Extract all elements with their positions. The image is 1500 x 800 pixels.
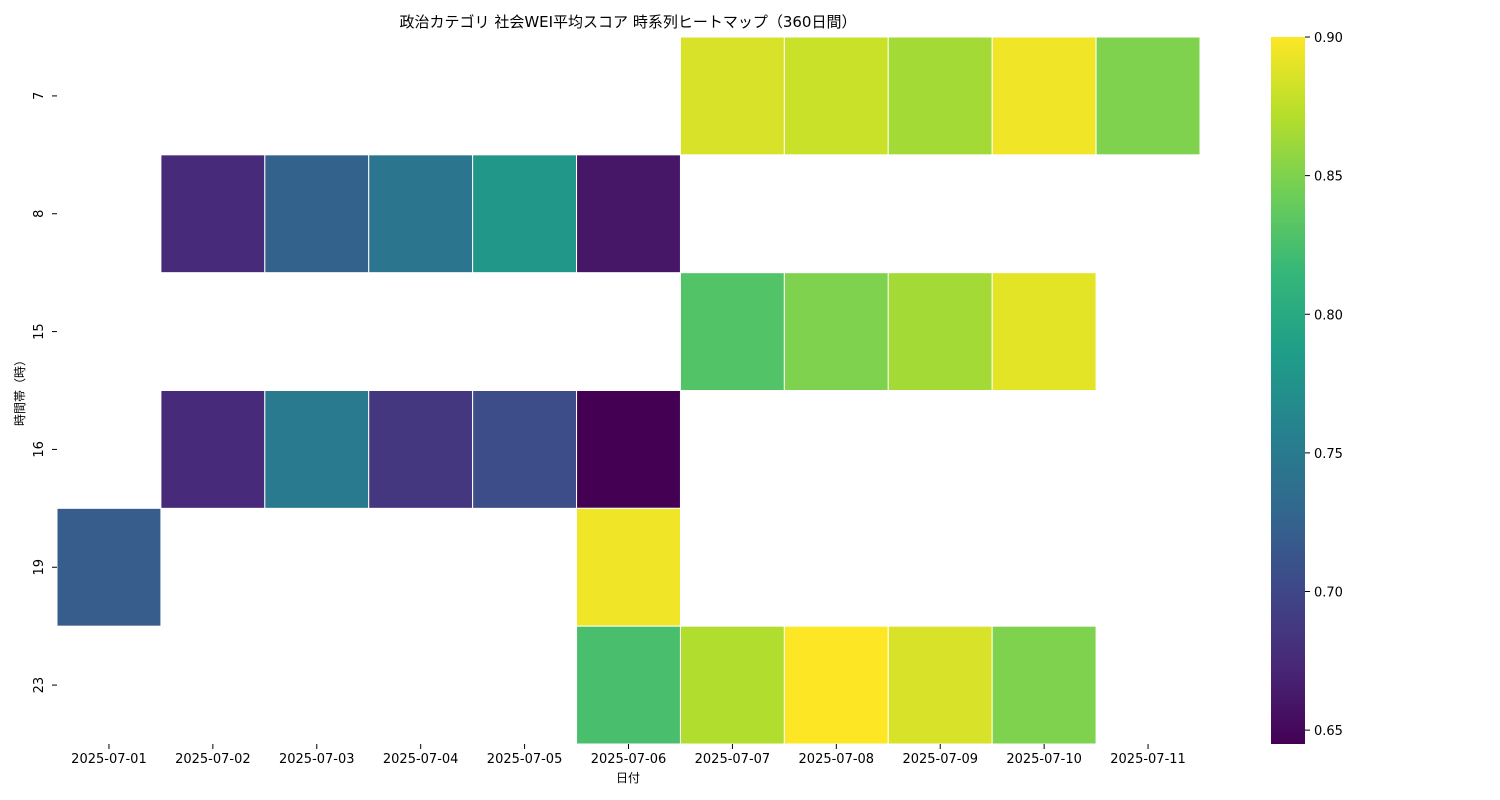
x-tick-label: 2025-07-02 [175,752,251,767]
heatmap-cell [679,36,785,156]
heatmap-cell [1095,36,1201,156]
heatmap-cell [783,36,889,156]
y-tick-label: 15 [32,323,47,340]
y-tick-label: 23 [32,677,47,694]
x-tick-label: 2025-07-07 [695,752,771,767]
x-tick-label: 2025-07-08 [799,752,875,767]
heatmap-cell [368,390,474,509]
y-axis-label: 時間帯（時） [13,354,27,426]
heatmap-cell [576,625,681,745]
heatmap-cell [783,272,889,391]
heatmap-cell [56,507,162,627]
x-tick-label: 2025-07-05 [487,752,563,767]
heatmap-cell [576,390,681,509]
heatmap-cell [368,154,474,274]
heatmap-cell [991,625,1097,745]
heatmap-cell [783,625,889,745]
chart-title: 政治カテゴリ 社会WEI平均スコア 時系列ヒートマップ（360日間） [400,13,857,31]
y-axis-ticks: 7 8 15 16 19 23 [32,92,57,694]
x-tick-label: 2025-07-09 [902,752,978,767]
heatmap-cell [991,272,1097,391]
heatmap-cell [887,36,993,156]
heatmap-cell [679,272,785,391]
colorbar-tick-label: 0.75 [1314,447,1343,462]
x-tick-label: 2025-07-06 [591,752,667,767]
heatmap-cell [472,154,578,274]
colorbar-tick-label: 0.90 [1314,31,1343,46]
colorbar-tick-label: 0.80 [1314,308,1343,323]
heatmap-cell [576,154,681,274]
x-axis-label: 日付 [616,771,640,785]
heatmap-cell [160,154,266,274]
y-tick-label: 8 [32,210,47,218]
heatmap-cells [56,36,1201,745]
x-tick-label: 2025-07-11 [1110,752,1186,767]
heatmap-cell [887,625,993,745]
colorbar-tick-label: 0.65 [1314,724,1343,739]
x-tick-label: 2025-07-10 [1006,752,1082,767]
colorbar-tick-label: 0.85 [1314,170,1343,185]
heatmap-cell [679,625,785,745]
heatmap-cell [264,390,370,509]
colorbar [1271,37,1305,744]
colorbar-tick-label: 0.70 [1314,586,1343,601]
heatmap-cell [887,272,993,391]
colorbar-ticks: 0.65 0.70 0.75 0.80 0.85 0.90 [1305,31,1343,739]
heatmap-cell [160,390,266,509]
y-tick-label: 16 [32,441,47,458]
x-tick-label: 2025-07-01 [71,752,147,767]
heatmap-cell [264,154,370,274]
heatmap-cell [576,507,681,627]
y-tick-label: 7 [32,92,47,100]
x-tick-label: 2025-07-04 [383,752,459,767]
heatmap-cell [472,390,578,509]
x-tick-label: 2025-07-03 [279,752,355,767]
y-tick-label: 19 [32,559,47,576]
heatmap-cell [991,36,1097,156]
x-axis-ticks: 2025-07-01 2025-07-02 2025-07-03 2025-07-04… [71,744,1186,767]
